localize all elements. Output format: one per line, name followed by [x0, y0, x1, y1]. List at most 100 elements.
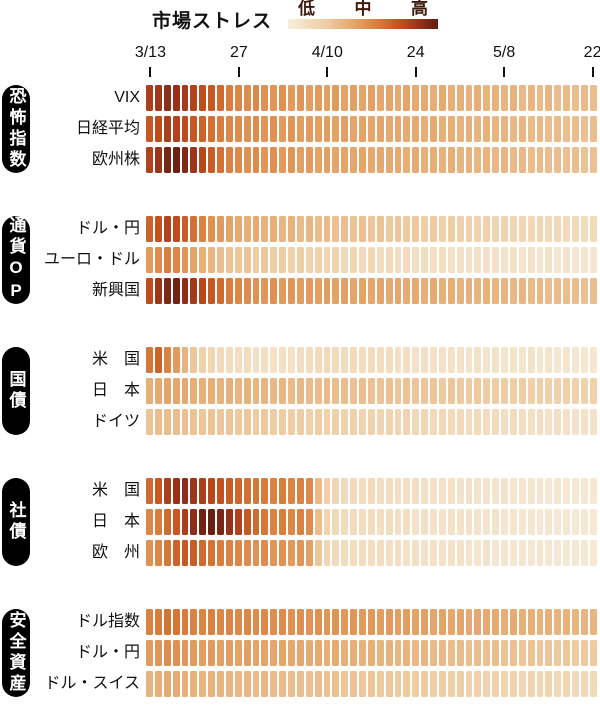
stress-cell	[474, 247, 482, 273]
stress-cell	[385, 116, 393, 142]
stress-cell	[252, 671, 260, 697]
stress-cell	[563, 378, 570, 404]
stress-cell	[376, 540, 384, 566]
stress-cell	[430, 671, 437, 697]
stress-cell	[456, 478, 464, 504]
heatmap-row: 欧 州	[92, 540, 597, 566]
stress-cell	[323, 409, 331, 435]
stress-cell	[536, 509, 544, 535]
stress-cell	[323, 216, 331, 242]
stress-cell	[154, 509, 162, 535]
stress-cell	[412, 378, 420, 404]
stress-cell	[465, 671, 473, 697]
stress-cell	[412, 347, 420, 373]
stress-cell	[243, 409, 251, 435]
stress-cell	[438, 216, 446, 242]
stress-cell	[394, 147, 402, 173]
stress-cell	[208, 378, 215, 404]
stress-cell	[403, 378, 411, 404]
stress-cell	[288, 509, 295, 535]
stress-cell	[261, 247, 269, 273]
stress-cell	[350, 278, 357, 304]
stress-cell	[456, 216, 464, 242]
stress-cell	[314, 509, 322, 535]
stress-cell	[341, 609, 349, 635]
stress-cell	[217, 540, 224, 566]
stress-cell	[225, 540, 233, 566]
stress-cell	[217, 278, 224, 304]
stress-cell	[172, 509, 180, 535]
stress-cell	[403, 278, 411, 304]
stress-cell	[465, 640, 473, 666]
stress-cell	[296, 347, 304, 373]
heatmap-strip	[146, 85, 597, 111]
stress-cell	[545, 409, 553, 435]
heatmap-row: 欧州株	[92, 147, 597, 173]
stress-cell	[288, 216, 295, 242]
row-label: ドル・スイス	[44, 675, 140, 692]
stress-cell	[518, 378, 526, 404]
stress-cell	[279, 216, 286, 242]
heatmap-strip	[146, 409, 597, 435]
stress-cell	[190, 640, 198, 666]
stress-cell	[243, 671, 251, 697]
stress-cell	[350, 347, 357, 373]
stress-cell	[447, 378, 455, 404]
stress-cell	[438, 609, 446, 635]
stress-cell	[554, 278, 562, 304]
stress-cell	[563, 509, 570, 535]
stress-cell	[350, 378, 357, 404]
stress-cell	[279, 540, 286, 566]
stress-cell	[430, 378, 437, 404]
stress-cell	[270, 247, 278, 273]
stress-cell	[154, 247, 162, 273]
stress-cell	[554, 509, 562, 535]
stress-cell	[252, 478, 260, 504]
stress-cell	[359, 85, 366, 111]
stress-cell	[323, 671, 331, 697]
stress-cell	[225, 409, 233, 435]
stress-cell	[190, 85, 198, 111]
stress-cell	[163, 247, 171, 273]
stress-cell	[554, 147, 562, 173]
stress-cell	[190, 278, 198, 304]
heatmap-group: 国債 米 国日 本ドイツ	[0, 347, 597, 435]
stress-cell	[545, 116, 553, 142]
stress-cell	[199, 347, 207, 373]
stress-cell	[563, 478, 570, 504]
stress-cell	[234, 540, 242, 566]
stress-cell	[563, 147, 570, 173]
x-tick-label: 3/13	[134, 44, 166, 61]
stress-cell	[403, 609, 411, 635]
stress-cell	[181, 378, 189, 404]
stress-cell	[305, 671, 313, 697]
stress-cell	[234, 147, 242, 173]
stress-cell	[190, 147, 198, 173]
stress-cell	[190, 216, 198, 242]
stress-cell	[288, 478, 295, 504]
stress-cell	[359, 216, 366, 242]
stress-cell	[288, 116, 295, 142]
stress-cell	[181, 640, 189, 666]
stress-cell	[403, 671, 411, 697]
stress-cell	[181, 509, 189, 535]
stress-cell	[279, 378, 286, 404]
stress-cell	[501, 147, 508, 173]
stress-cell	[332, 671, 340, 697]
stress-cell	[447, 409, 455, 435]
stress-cell	[199, 85, 207, 111]
stress-cell	[359, 671, 366, 697]
group-label: 国債	[2, 347, 30, 435]
stress-cell	[518, 147, 526, 173]
stress-cell	[589, 409, 597, 435]
stress-cell	[217, 478, 224, 504]
stress-cell	[146, 409, 153, 435]
stress-cell	[412, 147, 420, 173]
stress-cell	[234, 85, 242, 111]
stress-cell	[243, 85, 251, 111]
stress-cell	[181, 609, 189, 635]
stress-cell	[314, 147, 322, 173]
row-label: 新興国	[91, 282, 140, 299]
stress-cell	[359, 478, 366, 504]
legend-gradient-bar	[288, 19, 438, 29]
